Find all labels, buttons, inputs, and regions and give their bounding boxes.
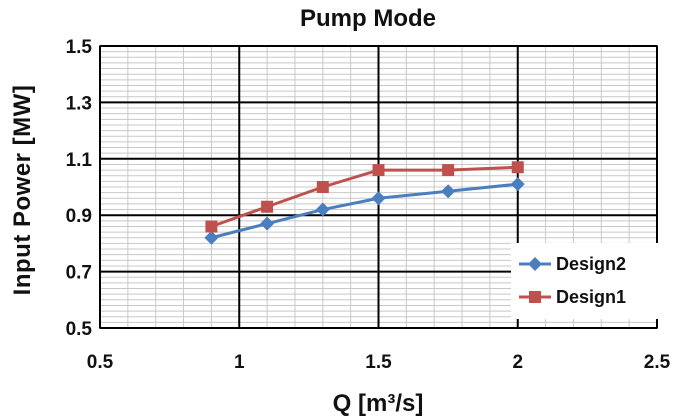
legend-swatch-marker	[529, 291, 541, 303]
series-design2	[204, 177, 525, 245]
plot-frame	[99, 45, 658, 329]
design2-point	[260, 216, 275, 231]
x-tick-label: 2.5	[644, 352, 671, 373]
y-axis-title: Input Power [MW]	[9, 85, 36, 296]
series-layer	[204, 161, 525, 245]
x-tick-label: 0.5	[87, 352, 114, 373]
design1-point	[205, 220, 218, 233]
y-tick-label: 0.5	[66, 319, 93, 340]
legend-label: Design1	[556, 287, 626, 307]
design1-point	[442, 164, 455, 177]
design1-point	[316, 181, 329, 193]
design1-point	[261, 200, 274, 213]
design2-point	[371, 191, 386, 206]
design1-line	[210, 165, 518, 228]
x-axis-title: Q [m³/s]	[333, 390, 424, 417]
design1-point	[372, 164, 385, 177]
x-tick-label: 2	[512, 352, 523, 373]
x-tick-labels: 0.5 1 1.5 2 2.5	[87, 352, 671, 373]
design1-point	[511, 161, 524, 174]
legend-item-design1: Design1	[519, 287, 626, 307]
y-tick-label: 1.3	[66, 93, 92, 114]
y-tick-label: 0.7	[66, 263, 92, 284]
series-design1	[205, 161, 524, 233]
design2-point	[510, 177, 525, 192]
legend-item-design2: Design2	[519, 254, 626, 274]
y-tick-label: 1.5	[66, 37, 93, 58]
design2-line	[211, 182, 518, 240]
x-tick-label: 1	[234, 352, 245, 373]
design2-point	[315, 202, 330, 217]
chart-title: Pump Mode	[300, 5, 436, 32]
x-tick-label: 1.5	[365, 352, 392, 373]
y-tick-label: 1.1	[66, 150, 93, 171]
legend-swatch-marker	[528, 257, 542, 271]
design2-point	[204, 230, 219, 245]
y-tick-labels: 0.5 0.7 0.9 1.1 1.3 1.5	[66, 37, 93, 340]
design2-point	[441, 184, 456, 199]
legend: Design2 Design1	[511, 243, 671, 319]
y-tick-label: 0.9	[66, 206, 92, 227]
legend-box	[511, 243, 671, 319]
legend-label: Design2	[556, 254, 626, 274]
